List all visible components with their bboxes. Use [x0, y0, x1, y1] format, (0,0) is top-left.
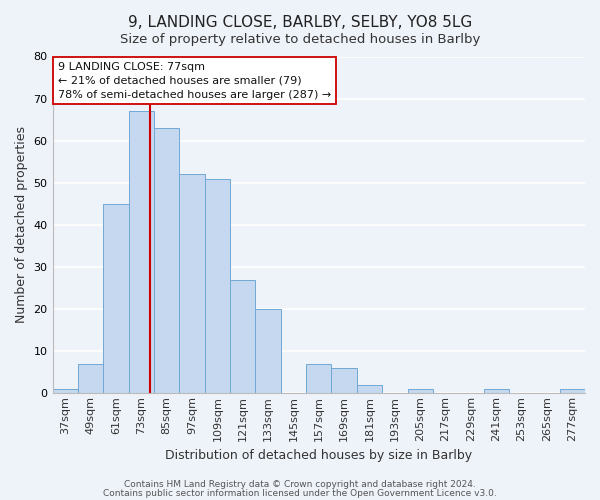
Bar: [179, 174, 205, 394]
Text: Contains HM Land Registry data © Crown copyright and database right 2024.: Contains HM Land Registry data © Crown c…: [124, 480, 476, 489]
Bar: [103, 204, 128, 394]
Bar: [230, 280, 256, 394]
Bar: [128, 111, 154, 394]
Bar: [205, 178, 230, 394]
Text: 9, LANDING CLOSE, BARLBY, SELBY, YO8 5LG: 9, LANDING CLOSE, BARLBY, SELBY, YO8 5LG: [128, 15, 472, 30]
X-axis label: Distribution of detached houses by size in Barlby: Distribution of detached houses by size …: [165, 450, 472, 462]
Bar: [331, 368, 357, 394]
Bar: [560, 389, 585, 394]
Bar: [407, 389, 433, 394]
Y-axis label: Number of detached properties: Number of detached properties: [15, 126, 28, 324]
Text: Size of property relative to detached houses in Barlby: Size of property relative to detached ho…: [120, 32, 480, 46]
Bar: [53, 389, 78, 394]
Bar: [256, 309, 281, 394]
Text: Contains public sector information licensed under the Open Government Licence v3: Contains public sector information licen…: [103, 488, 497, 498]
Bar: [357, 385, 382, 394]
Bar: [484, 389, 509, 394]
Bar: [306, 364, 331, 394]
Bar: [78, 364, 103, 394]
Bar: [154, 128, 179, 394]
Text: 9 LANDING CLOSE: 77sqm
← 21% of detached houses are smaller (79)
78% of semi-det: 9 LANDING CLOSE: 77sqm ← 21% of detached…: [58, 62, 331, 100]
